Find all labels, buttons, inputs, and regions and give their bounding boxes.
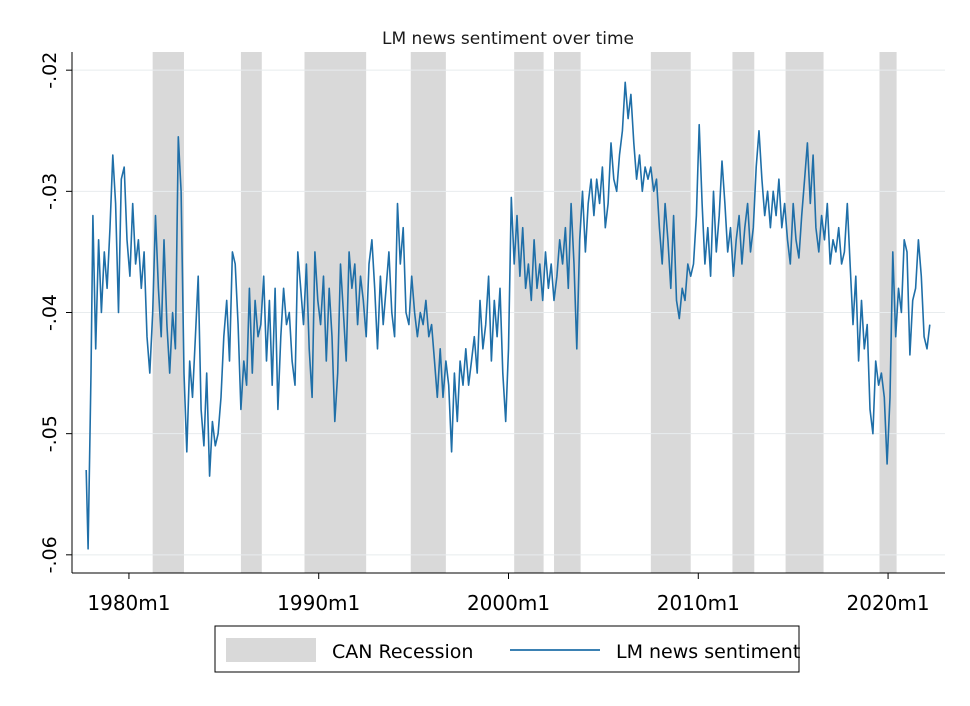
chart-title: LM news sentiment over time [382,29,634,49]
x-tick-label: 1990m1 [277,591,360,615]
y-tick-label: -.03 [39,173,61,210]
x-tick-label: 1980m1 [87,591,170,615]
legend-label-recession: CAN Recession [332,641,473,663]
y-tick-label: -.06 [39,536,61,573]
series-line [85,81,931,550]
legend-label-sentiment: LM news sentiment [616,641,800,663]
y-tick-label: -.04 [39,294,61,331]
x-tick-label: 2020m1 [847,591,930,615]
y-tick-label: -.02 [39,52,61,89]
legend-swatch-recession [226,638,316,662]
legend: CAN Recession LM news sentiment [214,625,800,673]
tick-labels-group: -.06 -.05 -.04 -.03 -.02 1980m1 1990m1 2000m1 20… [39,52,930,615]
series-group [85,81,931,550]
y-tick-label: -.05 [39,415,61,452]
x-tick-label: 2010m1 [657,591,740,615]
x-tick-label: 2000m1 [467,591,550,615]
